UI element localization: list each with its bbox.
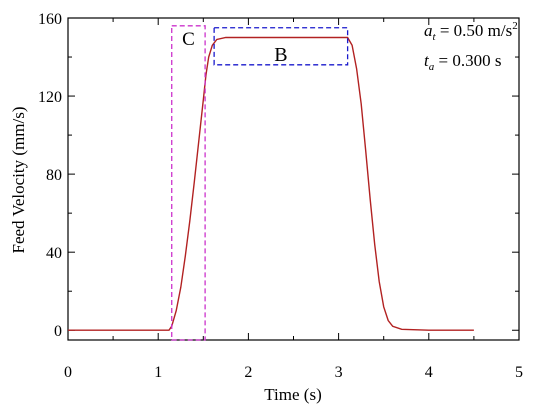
region-c-box [171, 25, 206, 341]
x-tick-label: 5 [515, 364, 523, 381]
y-tick-label: 0 [54, 323, 62, 340]
y-tick-label: 120 [38, 89, 62, 106]
axis-ticks [67, 17, 520, 340]
feed-velocity-line [68, 36, 474, 331]
region-c-label: C [182, 29, 195, 50]
y-tick-label: 160 [38, 11, 62, 28]
x-tick-label: 3 [335, 364, 343, 381]
x-tick-label: 4 [425, 364, 433, 381]
region-b-label: B [274, 44, 287, 66]
time-annotation: ta = 0.300 s [424, 51, 501, 73]
y-tick-label: 40 [46, 245, 62, 262]
y-tick-label: 80 [46, 167, 62, 184]
x-tick-label: 0 [64, 364, 72, 381]
x-tick-label: 1 [154, 364, 162, 381]
x-tick-label: 2 [244, 364, 252, 381]
axis-tick-labels: 0 1 2 3 4 5 0 40 80 120 160 [38, 11, 523, 381]
region-b-box [213, 27, 349, 66]
x-axis-label: Time (s) [264, 385, 321, 404]
y-axis-label: Feed Velocity (mm/s) [9, 107, 28, 254]
acceleration-annotation: at = 0.50 m/s2 [424, 20, 518, 43]
